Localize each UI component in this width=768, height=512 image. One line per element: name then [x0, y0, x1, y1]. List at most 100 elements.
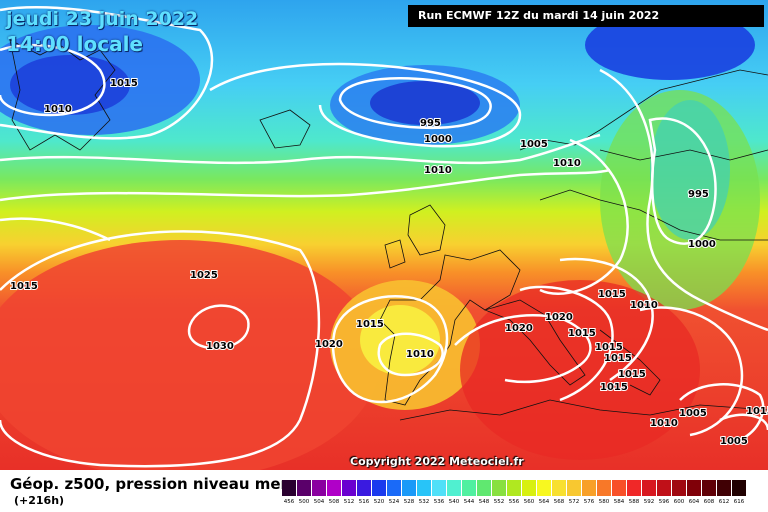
legend-value: 524	[388, 499, 400, 505]
legend-value: 576	[583, 499, 595, 505]
legend-value: 540	[448, 499, 460, 505]
legend-value: 564	[538, 499, 550, 505]
pressure-label: 995	[420, 118, 441, 129]
legend-value: 512	[343, 499, 355, 505]
pressure-label: 1005	[520, 139, 548, 150]
legend-value: 456	[283, 499, 295, 505]
forecast-date: jeudi 23 juin 2022	[6, 8, 199, 30]
pressure-label: 1015	[110, 78, 138, 89]
pressure-label: 1015	[598, 289, 626, 300]
pressure-label: 1015	[10, 281, 38, 292]
legend-swatch	[537, 480, 551, 496]
isobars	[0, 6, 768, 468]
legend-value: 588	[628, 499, 640, 505]
legend-value: 592	[643, 499, 655, 505]
legend-swatch	[297, 480, 311, 496]
pressure-label: 1000	[424, 134, 452, 145]
pressure-label: 1010	[630, 300, 658, 311]
legend-value: 612	[718, 499, 730, 505]
legend-swatch	[612, 480, 626, 496]
pressure-label: 1015	[356, 319, 384, 330]
legend-value: 500	[298, 499, 310, 505]
pressure-label: 1020	[505, 323, 533, 334]
run-label: Run ECMWF 12Z du mardi 14 juin 2022	[408, 5, 764, 27]
legend-swatch	[702, 480, 716, 496]
coastlines	[9, 39, 768, 421]
legend-swatch	[447, 480, 461, 496]
legend-value: 596	[658, 499, 670, 505]
legend-swatch	[357, 480, 371, 496]
ridge-mediterranean	[460, 280, 700, 460]
weather-map: 1015 1010 995 1000 1005 1010 1010 995 10…	[0, 0, 768, 470]
copyright-label: Copyright 2022 Meteociel.fr	[350, 455, 524, 468]
legend-value: 520	[373, 499, 385, 505]
legend-value: 568	[553, 499, 565, 505]
legend-swatch	[432, 480, 446, 496]
legend-swatch	[732, 480, 746, 496]
legend-value: 556	[508, 499, 520, 505]
legend-value: 560	[523, 499, 535, 505]
legend-swatch	[327, 480, 341, 496]
pressure-label: 1020	[315, 339, 343, 350]
pressure-label: 1015	[568, 328, 596, 339]
legend-swatch	[477, 480, 491, 496]
pressure-label: 1005	[720, 436, 748, 447]
legend-swatch	[282, 480, 296, 496]
legend-value: 548	[478, 499, 490, 505]
legend-swatch	[522, 480, 536, 496]
pressure-label: 1010	[44, 104, 72, 115]
pressure-label: 1010	[650, 418, 678, 429]
legend-swatch	[462, 480, 476, 496]
pressure-label: 1025	[190, 270, 218, 281]
legend-value: 552	[493, 499, 505, 505]
legend-swatch	[582, 480, 596, 496]
legend-value: 508	[328, 499, 340, 505]
legend-swatch	[687, 480, 701, 496]
pressure-labels: 1015 1010 995 1000 1005 1010 1010 995 10…	[9, 77, 768, 448]
pressure-label: 1015	[600, 382, 628, 393]
pressure-label: 1015	[604, 353, 632, 364]
legend-swatch	[507, 480, 521, 496]
pressure-label: 1030	[206, 341, 234, 352]
trough-core	[650, 100, 730, 240]
pressure-label: 1010	[553, 158, 581, 169]
pressure-label: 1020	[545, 312, 573, 323]
legend-value: 528	[403, 499, 415, 505]
legend-swatch	[552, 480, 566, 496]
legend-swatch	[657, 480, 671, 496]
low-north-atlantic-core	[370, 81, 480, 125]
legend-value: 544	[463, 499, 475, 505]
legend-value: 516	[358, 499, 370, 505]
legend-value: 616	[733, 499, 745, 505]
legend-swatch	[342, 480, 356, 496]
legend-swatch	[642, 480, 656, 496]
legend-swatch	[417, 480, 431, 496]
pressure-label: 1015	[746, 406, 768, 417]
ridge-iberia-core	[360, 305, 440, 375]
pressure-label: 1010	[424, 165, 452, 176]
legend-swatch	[597, 480, 611, 496]
legend-value: 604	[688, 499, 700, 505]
legend-value: 580	[598, 499, 610, 505]
legend-swatch	[402, 480, 416, 496]
legend-value: 584	[613, 499, 625, 505]
pressure-label: 1015	[595, 342, 623, 353]
legend-value: 532	[418, 499, 430, 505]
legend-swatch	[492, 480, 506, 496]
legend-value: 536	[433, 499, 445, 505]
footer-subtitle: (+216h)	[14, 494, 65, 507]
forecast-time: 14:00 locale	[6, 32, 143, 56]
legend-swatch	[672, 480, 686, 496]
map-footer: Géop. z500, pression niveau mer (+216h) …	[0, 470, 768, 512]
pressure-label: 995	[688, 189, 709, 200]
pressure-label: 1000	[688, 239, 716, 250]
legend-swatch	[627, 480, 641, 496]
legend-value: 572	[568, 499, 580, 505]
legend-value: 608	[703, 499, 715, 505]
legend-value: 504	[313, 499, 325, 505]
footer-title: Géop. z500, pression niveau mer	[10, 475, 288, 493]
legend-swatch	[372, 480, 386, 496]
ridge-atlantic	[0, 240, 380, 470]
legend-value: 600	[673, 499, 685, 505]
